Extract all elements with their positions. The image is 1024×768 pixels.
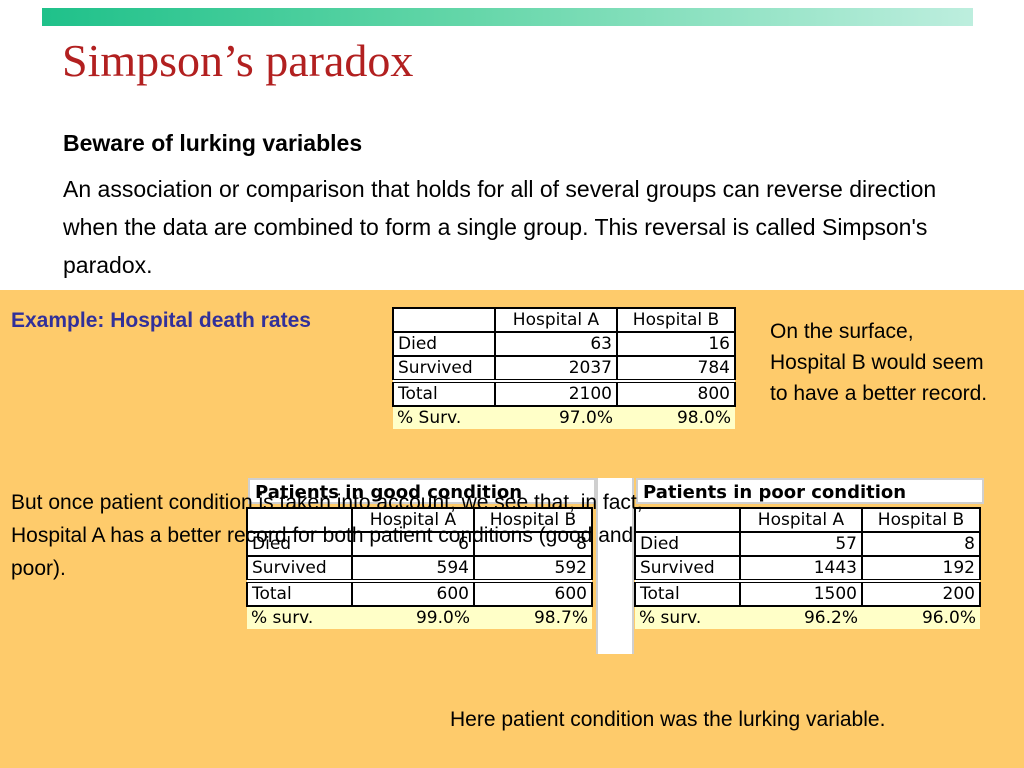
table-cell: 63 — [494, 331, 618, 357]
row-label: Total — [392, 379, 496, 407]
table-cell: 1500 — [739, 579, 863, 607]
table-cell: 98.0% — [617, 406, 735, 429]
table-row: Died 57 8 — [634, 531, 981, 557]
table-cell: 592 — [473, 555, 593, 582]
row-label: Total — [634, 579, 741, 607]
row-label: Died — [246, 531, 353, 557]
row-label: Total — [246, 579, 353, 607]
table-header-cell: Hospital B — [473, 507, 593, 533]
table-cell: 600 — [473, 579, 593, 607]
table-cell: 2100 — [494, 379, 618, 407]
table-header-cell — [392, 307, 496, 333]
table-row: % Surv. 97.0% 98.0% — [393, 406, 735, 429]
table-header-cell: Hospital A — [351, 507, 475, 533]
table-row: Survived 2037 784 — [392, 355, 736, 382]
table-row: % surv. 99.0% 98.7% — [247, 606, 592, 629]
table-cell: 8 — [861, 531, 981, 557]
poor-condition-caption: Patients in poor condition — [636, 478, 984, 504]
slide-title: Simpson’s paradox — [62, 35, 414, 86]
table-cell: 594 — [351, 555, 475, 582]
lurking-variable-note: Here patient condition was the lurking v… — [450, 708, 886, 731]
intro-paragraph: An association or comparison that holds … — [63, 176, 937, 278]
table-cell: 57 — [739, 531, 863, 557]
table-row: Total 600 600 — [246, 579, 593, 607]
table-row: Total 1500 200 — [634, 579, 981, 607]
table-cell: 200 — [861, 579, 981, 607]
row-label: Survived — [392, 355, 496, 382]
table-row: Survived 594 592 — [246, 555, 593, 582]
surface-note: On the surface, Hospital B would seem to… — [770, 320, 988, 405]
table-header-cell: Hospital A — [739, 507, 863, 533]
table-cell: 98.7% — [474, 606, 592, 629]
row-label: % surv. — [635, 606, 740, 629]
good-condition-caption: Patients in good condition — [248, 478, 596, 504]
overall-table: Hospital A Hospital B Died 63 16 Survive… — [392, 307, 736, 429]
table-header-cell — [246, 507, 353, 533]
table-row: Total 2100 800 — [392, 379, 736, 407]
table-cell: 16 — [616, 331, 736, 357]
table-cell: 97.0% — [495, 406, 617, 429]
table-cell: 99.0% — [352, 606, 474, 629]
row-label: Survived — [634, 555, 741, 582]
table-cell: 600 — [351, 579, 475, 607]
table-row: % surv. 96.2% 96.0% — [635, 606, 980, 629]
table-row: Died 63 16 — [392, 331, 736, 357]
condition-note: But once patient condition is taken into… — [11, 491, 643, 580]
table-cell: 2037 — [494, 355, 618, 382]
table-header-cell: Hospital B — [861, 507, 981, 533]
slide-subtitle: Beware of lurking variables — [63, 130, 363, 156]
table-cell: 8 — [473, 531, 593, 557]
table-cell: 192 — [861, 555, 981, 582]
row-label: Died — [392, 331, 496, 357]
table-header-cell: Hospital A — [494, 307, 618, 333]
table-cell: 1443 — [739, 555, 863, 582]
table-header-cell — [634, 507, 741, 533]
row-label: Survived — [246, 555, 353, 582]
row-label: % Surv. — [393, 406, 495, 429]
table-spacer — [596, 478, 634, 654]
table-row: Died 6 8 — [246, 531, 593, 557]
table-cell: 784 — [616, 355, 736, 382]
table-cell: 800 — [616, 379, 736, 407]
table-cell: 96.2% — [740, 606, 862, 629]
poor-condition-table: Hospital A Hospital B Died 57 8 Survived… — [634, 507, 981, 629]
table-row: Survived 1443 192 — [634, 555, 981, 582]
table-header-cell: Hospital B — [616, 307, 736, 333]
table-cell: 96.0% — [862, 606, 980, 629]
table-cell: 6 — [351, 531, 475, 557]
good-condition-table: Hospital A Hospital B Died 6 8 Survived … — [246, 507, 593, 629]
row-label: % surv. — [247, 606, 352, 629]
title-accent-bar — [42, 8, 973, 26]
row-label: Died — [634, 531, 741, 557]
example-label: Example: Hospital death rates — [11, 309, 311, 332]
